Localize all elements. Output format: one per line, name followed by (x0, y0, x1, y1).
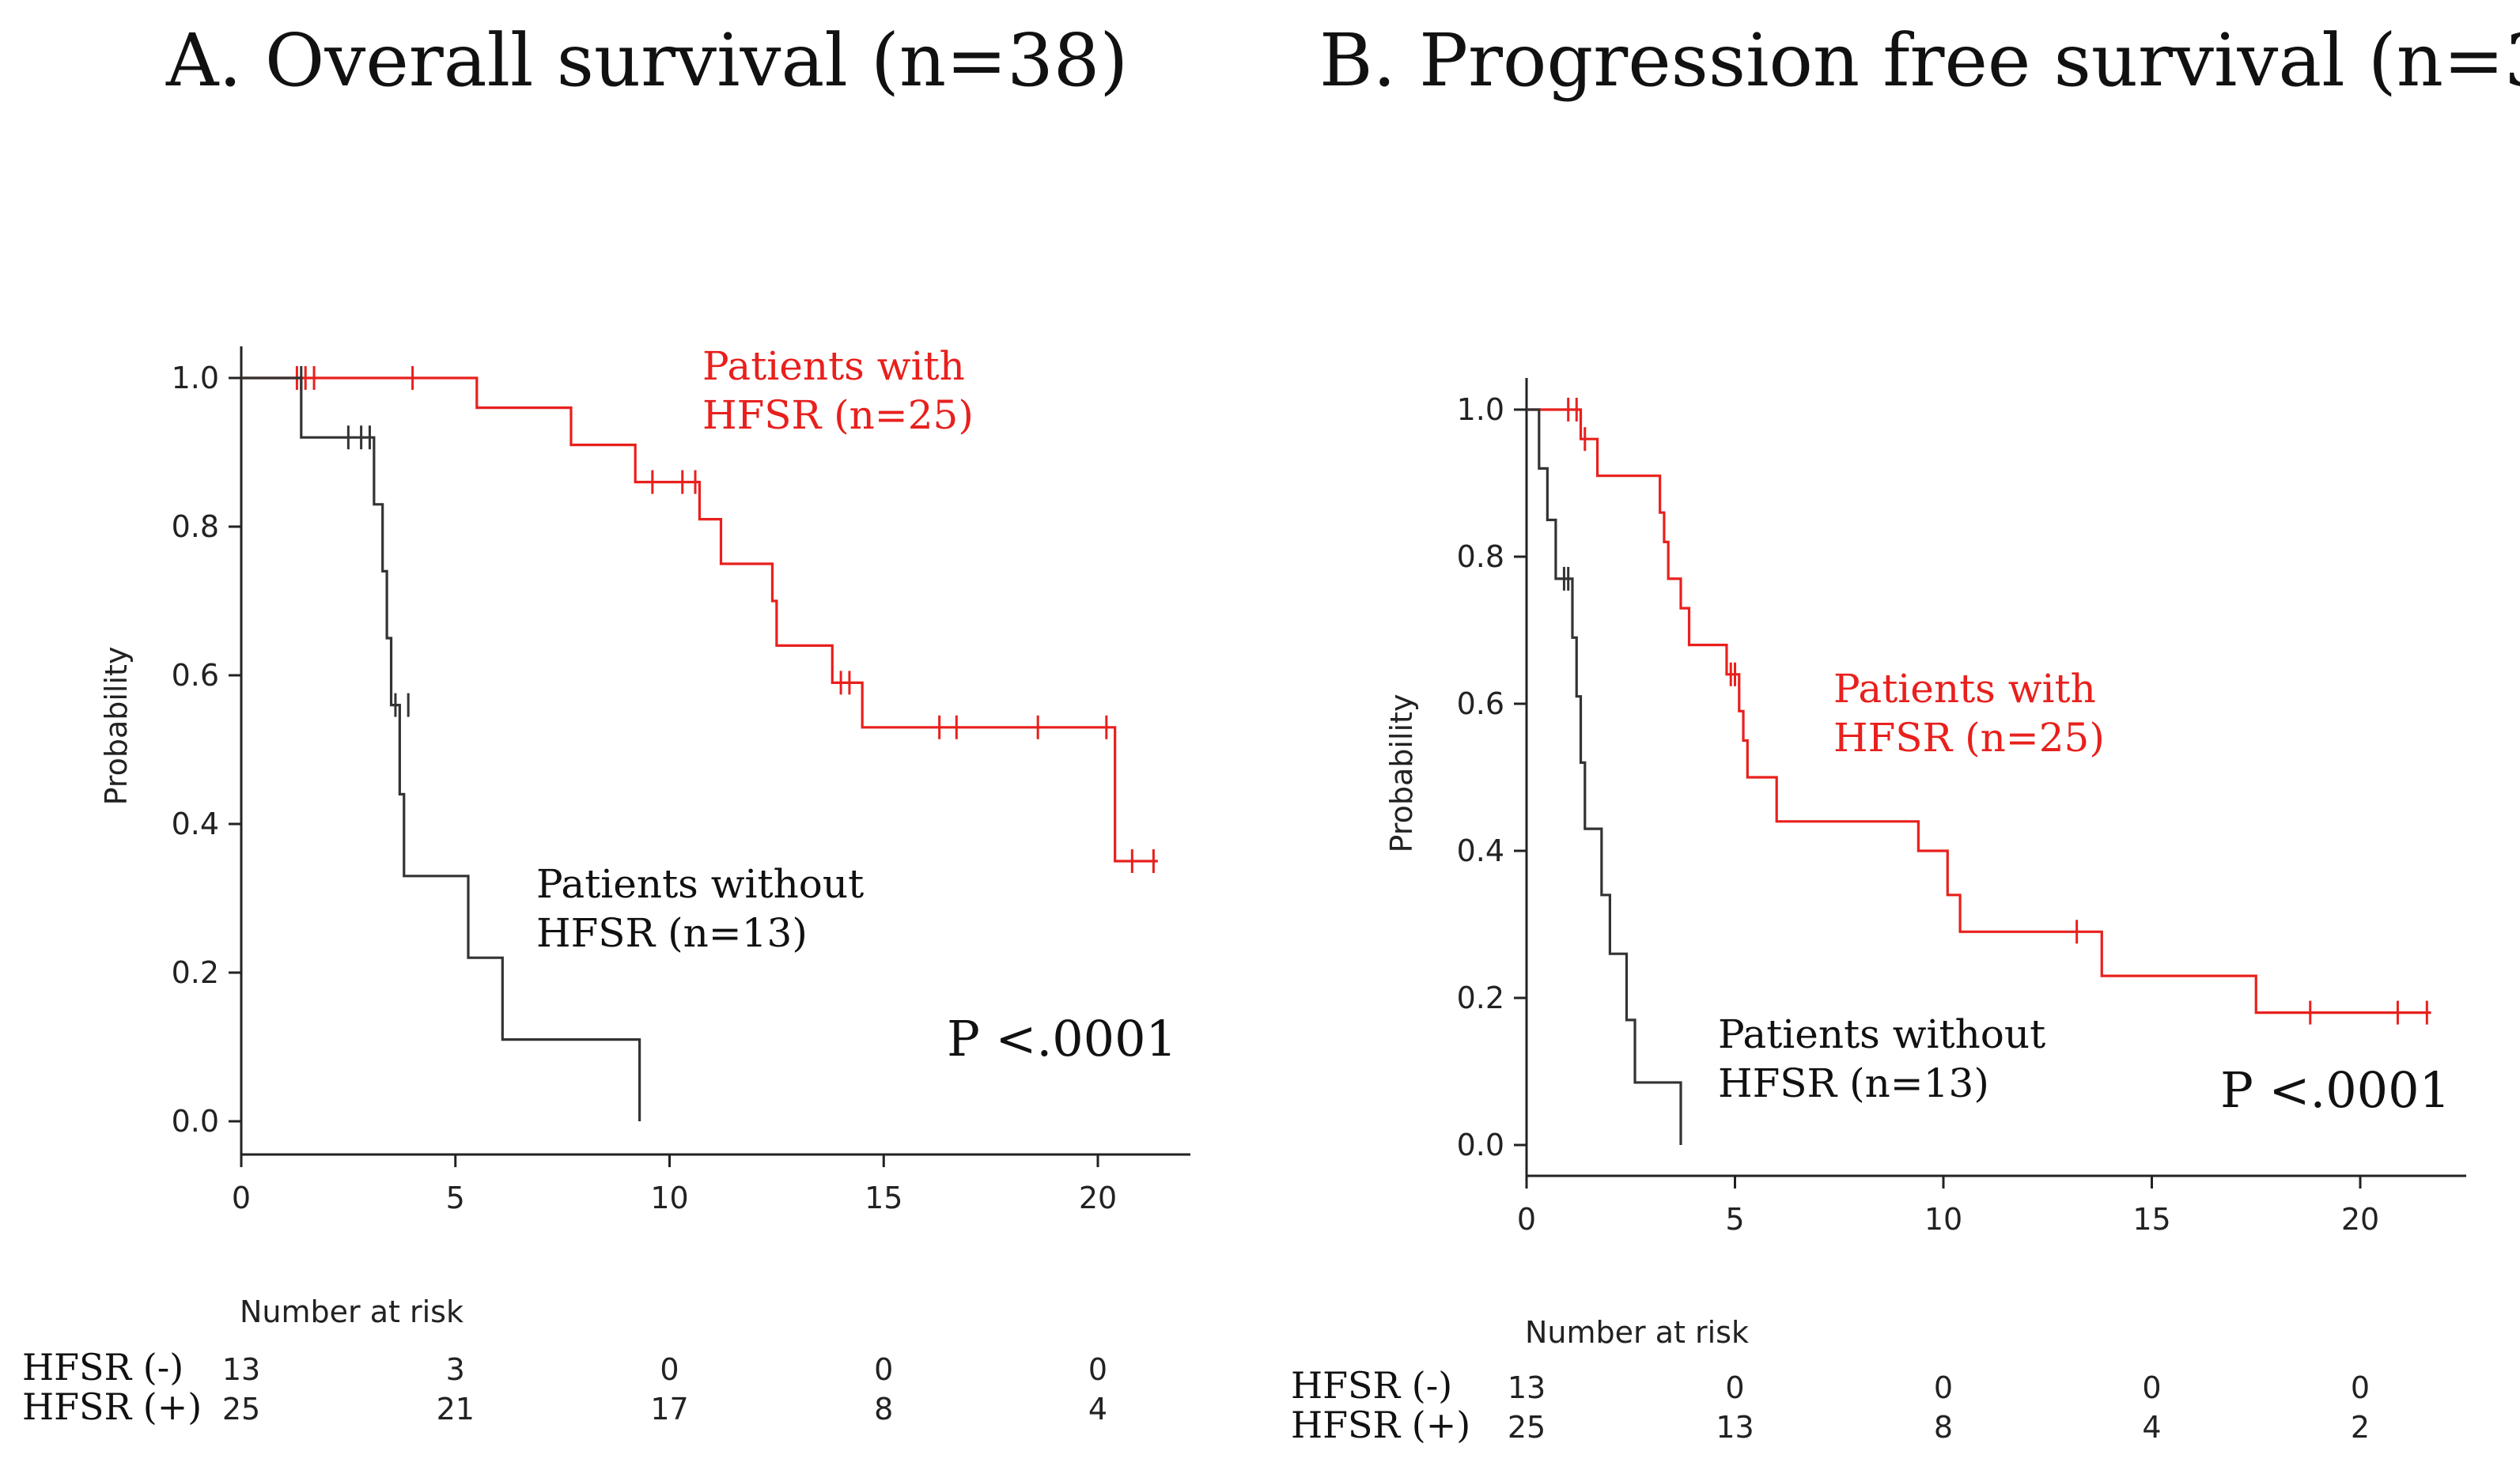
panel-a-risk-value: 4 (1088, 1392, 1107, 1427)
panel-a-risk-row-label: HFSR (+) (22, 1385, 202, 1428)
panel-b-series-without-hfsr-label: Patients without (1718, 1011, 2045, 1057)
panel-b-series-with-hfsr-label: Patients with (1833, 666, 2096, 712)
panel-a-series-with-hfsr-label: HFSR (n=25) (702, 392, 974, 438)
panel-b-y-tick-label: 1.0 (1457, 392, 1504, 427)
panel-a-x-tick-label: 20 (1079, 1181, 1117, 1215)
panel-a-risk-value: 0 (660, 1352, 679, 1387)
panel-a-series-with-hfsr-label: Patients with (702, 343, 965, 389)
panel-b-x-tick-label: 20 (2341, 1202, 2379, 1237)
panel-a-risk-table-header: Number at risk (240, 1294, 464, 1329)
panel-b-series-without-hfsr-label: HFSR (n=13) (1718, 1060, 1989, 1106)
panel-b-risk-table-header: Number at risk (1525, 1315, 1749, 1350)
panel-a-p-value: P <.0001 (947, 1010, 1177, 1068)
panel-a-risk-value: 0 (1088, 1352, 1107, 1387)
panel-b-y-tick-label: 0.0 (1457, 1128, 1504, 1162)
panel-a-risk-value: 13 (222, 1352, 260, 1387)
panel-b-risk-value: 0 (2142, 1370, 2161, 1405)
panel-b-group: B. Progression free survival (n=38) 0.0 0.… (1291, 18, 2520, 1446)
panel-a-y-tick-label: 0.0 (172, 1104, 219, 1139)
panel-a-y-tick-label: 0.6 (172, 658, 219, 693)
panel-b-risk-value: 0 (1934, 1370, 1953, 1405)
panel-a-y-tick-label: 0.2 (172, 955, 219, 990)
panel-b-risk-value: 4 (2142, 1410, 2161, 1445)
panel-a-group: A. Overall survival (n=38) 0.0 0.2 0.4 0.6 0.… (22, 18, 1190, 1428)
panel-b-risk-value: 2 (2351, 1410, 2370, 1445)
panel-b-risk-value: 13 (1716, 1410, 1754, 1445)
panel-a-risk-value: 8 (874, 1392, 893, 1427)
panel-a-series-without-hfsr-label: Patients without (536, 861, 864, 907)
panel-b-risk-row-label: HFSR (+) (1291, 1404, 1470, 1446)
panel-b-p-value: P <.0001 (2220, 1061, 2450, 1119)
panel-a-series-without-hfsr-line (241, 376, 641, 1121)
panel-b-title: B. Progression free survival (n=38) (1319, 18, 2520, 103)
panel-b-series-with-hfsr-label: HFSR (n=25) (1833, 715, 2105, 761)
panel-a-x-tick-label: 10 (650, 1181, 688, 1215)
panel-b-y-tick-label: 0.4 (1457, 833, 1504, 868)
panel-b-x-tick-label: 15 (2132, 1202, 2170, 1237)
panel-a-x-tick-label: 15 (865, 1181, 902, 1215)
panel-b-y-axis-label: Probability (1384, 694, 1419, 853)
panel-a-y-tick-label: 0.4 (172, 807, 219, 841)
panel-a-title: A. Overall survival (n=38) (165, 18, 1128, 103)
panel-b-x-tick-label: 5 (1725, 1202, 1744, 1237)
panel-b-risk-row-label: HFSR (-) (1291, 1364, 1452, 1407)
panel-a-y-tick-label: 1.0 (172, 361, 219, 395)
panel-b-series-with-hfsr-line (1527, 408, 2431, 1015)
panel-a-x-tick-label: 0 (232, 1181, 251, 1215)
panel-b-y-tick-label: 0.8 (1457, 539, 1504, 574)
panel-b-risk-value: 0 (2351, 1370, 2370, 1405)
panel-a-series-without-hfsr-label: HFSR (n=13) (536, 910, 808, 956)
panel-a-risk-value: 3 (446, 1352, 465, 1387)
panel-b-risk-value: 25 (1508, 1410, 1546, 1445)
panel-b-x-tick-label: 0 (1517, 1202, 1536, 1237)
panel-a-risk-value: 17 (650, 1392, 688, 1427)
panel-a-y-tick-label: 0.8 (172, 509, 219, 544)
panel-b-series-without-hfsr-line (1527, 408, 1682, 1145)
panel-a-x-tick-label: 5 (446, 1181, 465, 1215)
panel-a-series-with-hfsr-line (241, 376, 1158, 863)
panel-a-risk-row-label: HFSR (-) (22, 1346, 184, 1389)
panel-b-risk-value: 8 (1934, 1410, 1953, 1445)
panel-a-risk-value: 21 (437, 1392, 475, 1427)
panel-a-risk-value: 25 (222, 1392, 260, 1427)
panel-a-y-axis-label: Probability (99, 647, 134, 806)
panel-b-risk-value: 13 (1508, 1370, 1546, 1405)
panel-b-risk-value: 0 (1725, 1370, 1744, 1405)
panel-a-risk-value: 0 (874, 1352, 893, 1387)
panel-b-y-tick-label: 0.2 (1457, 981, 1504, 1015)
panel-b-x-tick-label: 10 (1924, 1202, 1962, 1237)
panel-b-y-tick-label: 0.6 (1457, 686, 1504, 721)
